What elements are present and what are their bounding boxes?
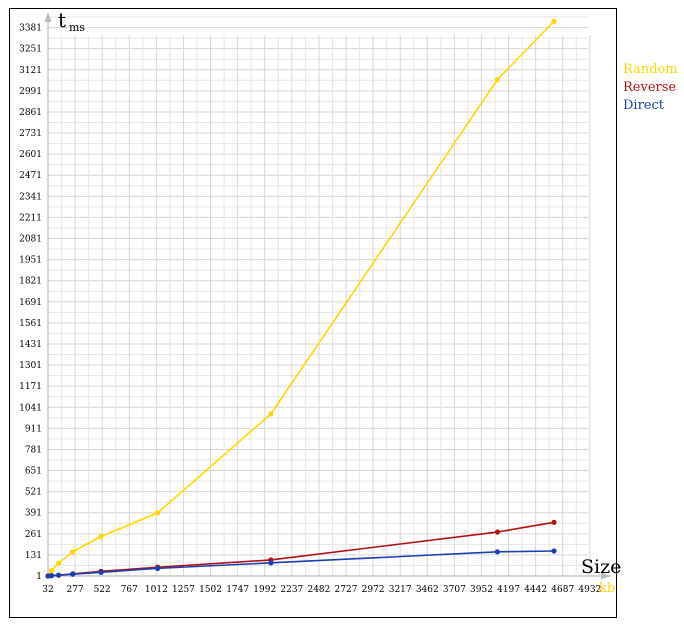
y-tick-label: 2991 [19, 87, 42, 97]
y-tick-label: 1041 [19, 403, 42, 413]
data-point [268, 560, 274, 566]
x-tick-label: 4197 [497, 585, 520, 595]
data-point [70, 571, 76, 577]
x-tick-labels: 32 277 522 767 1012 1257 1502 1747 1992 2237 2482 2… [42, 585, 601, 595]
y-tick-label: 2601 [19, 150, 42, 160]
y-tick-label: 651 [25, 467, 42, 477]
y-tick-label: 1561 [19, 319, 42, 329]
data-point [494, 549, 501, 555]
data-point [155, 510, 161, 516]
x-tick-label: 1992 [253, 585, 276, 595]
axes [44, 12, 611, 580]
x-tick-label: 1257 [172, 585, 195, 595]
x-tick-label: 32 [42, 585, 53, 595]
y-tick-label: 1 [36, 572, 42, 582]
y-tick-label: 911 [25, 424, 42, 434]
data-point [56, 572, 62, 578]
series-line [47, 20, 555, 577]
y-tick-labels: 1 131 261 391 521 651 781 911 1041 1171 1301 1431 15… [19, 24, 42, 582]
y-tick-label: 1951 [19, 256, 42, 266]
legend-item-direct: Direct [623, 98, 664, 113]
grid-lines [47, 16, 591, 577]
y-tick-label: 2861 [19, 108, 42, 118]
y-tick-label: 3381 [19, 24, 42, 34]
x-axis-arrow [601, 572, 611, 580]
x-axis-unit: kb [599, 581, 615, 596]
x-tick-label: 277 [66, 585, 83, 595]
data-point [98, 569, 104, 575]
x-tick-label: 4932 [578, 585, 601, 595]
data-point [551, 18, 557, 24]
y-tick-label: 1431 [19, 340, 42, 350]
data-point [70, 549, 76, 555]
data-point [48, 567, 55, 574]
x-tick-label: 1747 [226, 585, 249, 595]
data-point [48, 573, 55, 579]
x-tick-label: 4442 [524, 585, 547, 595]
y-tick-label: 2211 [19, 213, 42, 223]
y-tick-label: 781 [25, 445, 42, 455]
y-tick-label: 3121 [19, 66, 42, 76]
x-tick-label: 2972 [362, 585, 385, 595]
y-tick-label: 131 [25, 551, 42, 561]
y-tick-label: 2081 [19, 235, 42, 245]
y-axis-title: t [58, 8, 66, 32]
y-tick-label: 391 [25, 509, 42, 519]
y-tick-label: 2341 [19, 192, 42, 202]
y-tick-label: 2471 [19, 171, 42, 181]
y-tick-label: 1691 [19, 298, 42, 308]
data-point [494, 529, 501, 535]
x-tick-label: 1502 [199, 585, 222, 595]
data-point [551, 548, 557, 554]
legend-item-reverse: Reverse [623, 80, 677, 95]
legend-item-random: Random [623, 62, 678, 77]
series-direct [45, 548, 557, 579]
y-axis-arrow [44, 12, 52, 22]
y-axis-unit: ms [69, 21, 85, 34]
x-tick-label: 3462 [416, 585, 439, 595]
data-point [56, 560, 62, 566]
y-tick-label: 1301 [19, 361, 42, 371]
data-point [494, 77, 501, 83]
x-tick-label: 3952 [470, 585, 493, 595]
series-lines [45, 18, 557, 579]
x-tick-label: 3217 [389, 585, 412, 595]
x-tick-label: 2727 [335, 585, 358, 595]
series-random [45, 18, 557, 579]
data-point [551, 519, 557, 525]
series-line [47, 521, 555, 577]
data-point [268, 411, 274, 417]
chart-frame [9, 8, 617, 618]
y-tick-label: 3251 [19, 45, 42, 55]
y-tick-label: 1171 [19, 382, 42, 392]
y-tick-label: 1821 [19, 277, 42, 287]
x-tick-label: 3707 [443, 585, 466, 595]
x-tick-label: 522 [94, 585, 111, 595]
x-tick-label: 2237 [280, 585, 303, 595]
data-point [155, 565, 161, 571]
y-tick-label: 261 [25, 530, 42, 540]
y-tick-label: 2731 [19, 129, 42, 139]
y-tick-label: 521 [25, 488, 42, 498]
x-axis-title: Size [581, 556, 621, 578]
x-tick-label: 4687 [551, 585, 574, 595]
x-tick-label: 767 [121, 585, 138, 595]
x-tick-label: 1012 [145, 585, 168, 595]
data-point [98, 533, 104, 540]
x-tick-label: 2482 [307, 585, 330, 595]
